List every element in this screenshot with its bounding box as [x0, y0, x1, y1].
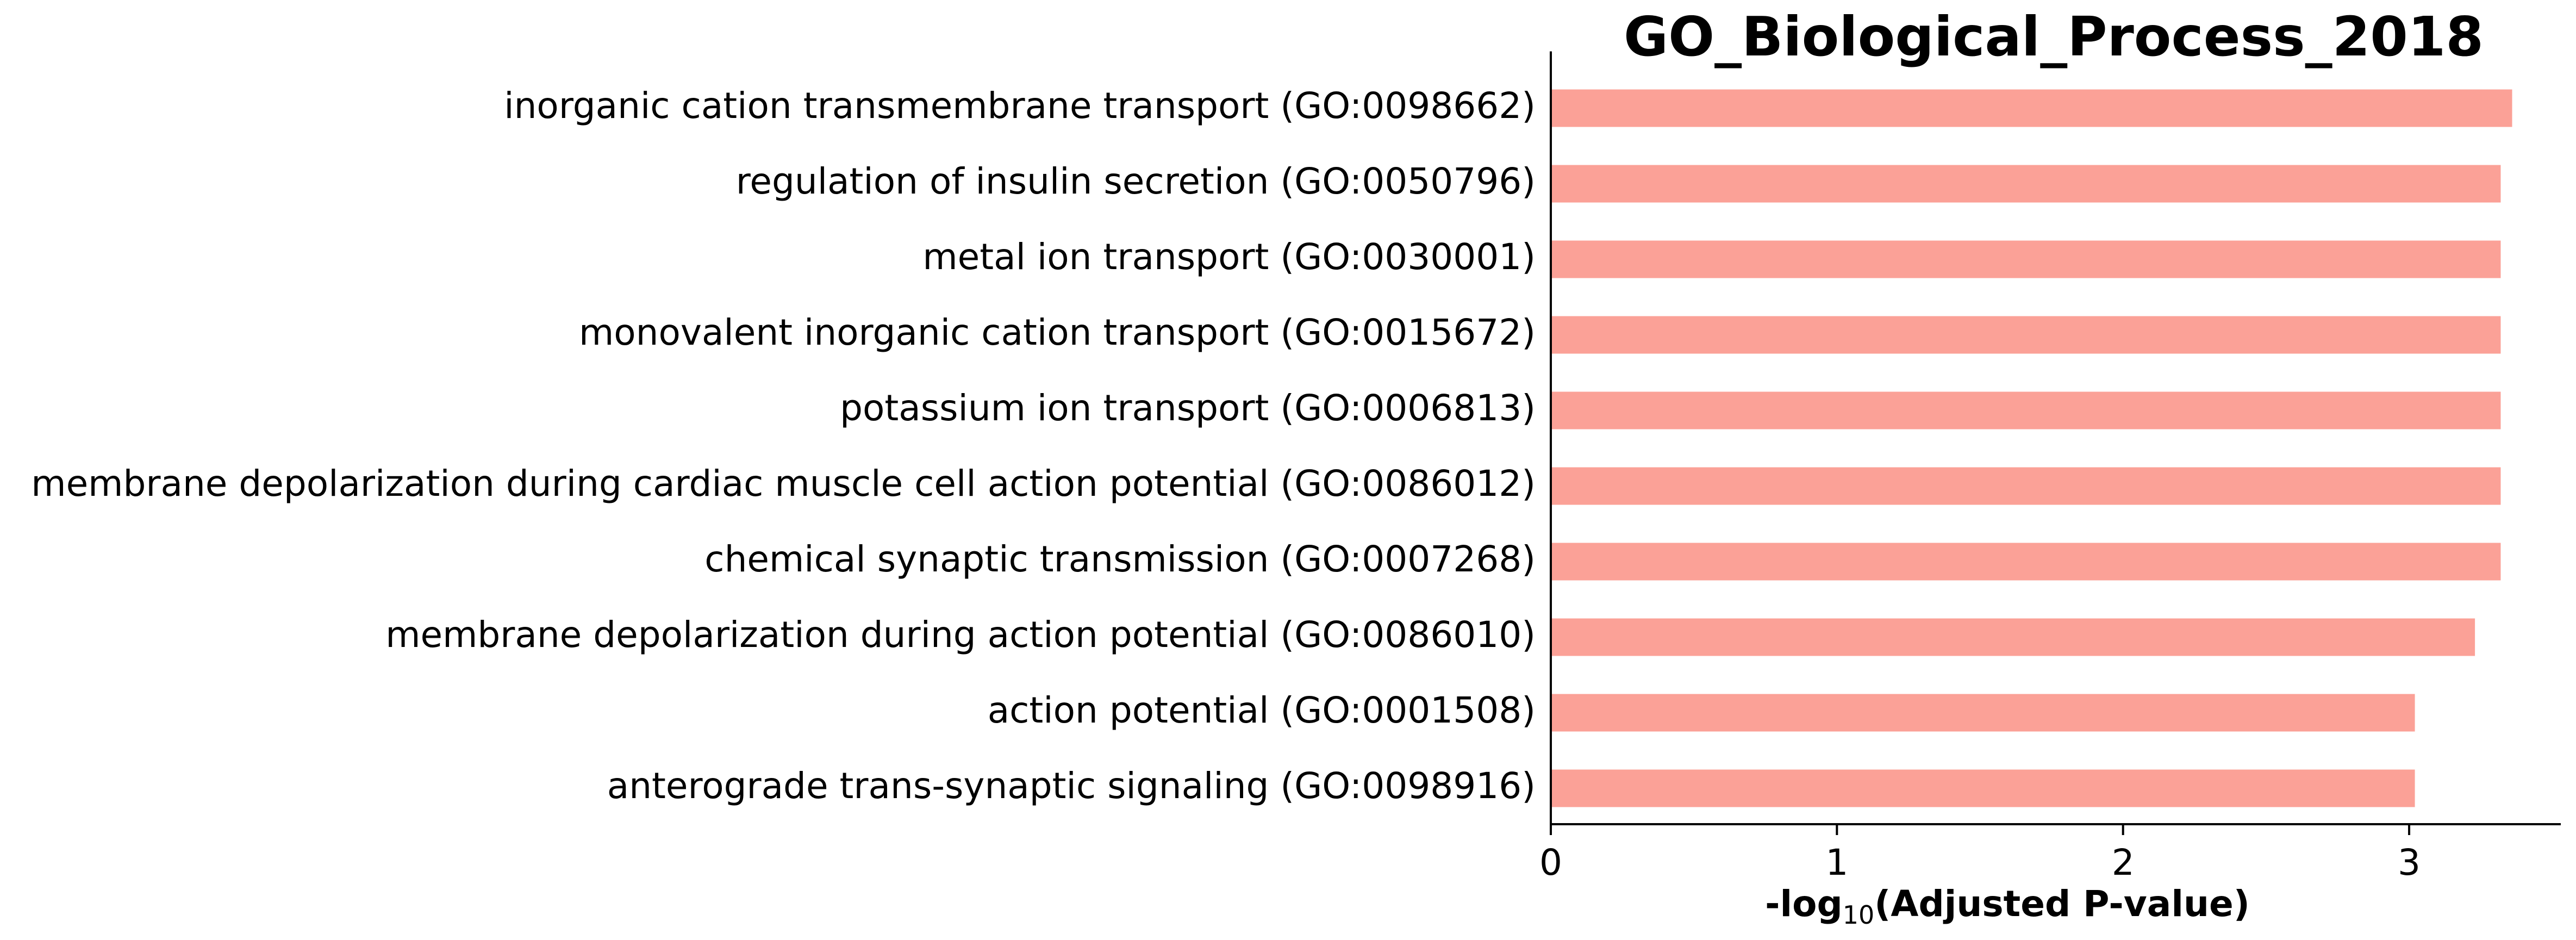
bar	[1551, 694, 2415, 732]
category-label: membrane depolarization during action po…	[385, 614, 1536, 656]
bar	[1551, 89, 2512, 127]
category-label: chemical synaptic transmission (GO:00072…	[704, 538, 1536, 580]
x-axis-label-prefix: -log	[1765, 883, 1843, 925]
category-label: inorganic cation transmembrane transport…	[504, 85, 1536, 127]
x-axis-label: -log10(Adjusted P-value)	[1765, 883, 2250, 930]
bar	[1551, 391, 2501, 429]
category-label: potassium ion transport (GO:0006813)	[840, 387, 1536, 429]
x-axis-label-suffix: (Adjusted P-value)	[1874, 883, 2250, 925]
bar	[1551, 467, 2501, 505]
x-tick-label: 2	[2112, 842, 2135, 883]
bar	[1551, 543, 2501, 581]
category-label: metal ion transport (GO:0030001)	[922, 236, 1536, 278]
x-tick-label: 1	[1825, 842, 1848, 883]
category-label: action potential (GO:0001508)	[988, 689, 1536, 731]
category-label: regulation of insulin secretion (GO:0050…	[736, 160, 1536, 202]
bar	[1551, 618, 2475, 656]
category-label: anterograde trans-synaptic signaling (GO…	[607, 765, 1536, 807]
chart-title: GO_Biological_Process_2018	[1624, 5, 2484, 69]
category-labels-group: inorganic cation transmembrane transport…	[31, 85, 1536, 807]
bar	[1551, 769, 2415, 807]
bar	[1551, 240, 2501, 278]
category-label: membrane depolarization during cardiac m…	[31, 463, 1536, 505]
x-tick-label: 3	[2398, 842, 2421, 883]
x-ticks-group: 0 1 2 3	[1539, 824, 2421, 883]
category-label: monovalent inorganic cation transport (G…	[579, 312, 1536, 353]
bar	[1551, 165, 2501, 203]
bars-group	[1551, 89, 2512, 807]
x-tick-label: 0	[1539, 842, 1562, 883]
bar	[1551, 316, 2501, 354]
x-axis-label-subscript: 10	[1843, 900, 1875, 930]
